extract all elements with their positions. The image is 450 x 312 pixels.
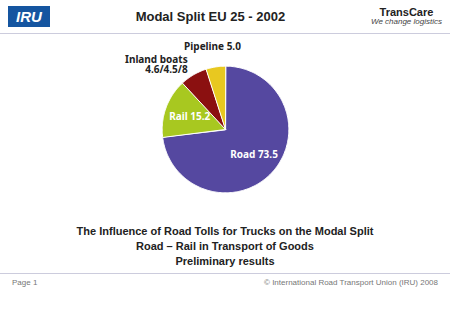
html-text:© International Road Transport: © International Road Transport Union (IR… [264,278,438,287]
html-text:We change logistics: We change logistics [371,17,442,27]
html-text:Page 1: Page 1 [12,278,38,287]
html-text:Preliminary results: Preliminary results [175,255,275,267]
svg-text:Road 73.5: Road 73.5 [230,147,278,161]
html-text:IRU: IRU [16,8,42,25]
html-text:The Influence of Road Tolls fo: The Influence of Road Tolls for Trucks o… [76,225,374,237]
svg-text:Inland boats4.6/4.5/8: Inland boats4.6/4.5/8 [125,52,188,76]
html-text:Road – Rail in Transport of Go: Road – Rail in Transport of Goods [136,240,314,252]
svg-text:Pipeline 5.0: Pipeline 5.0 [184,39,241,53]
html-text:Modal Split EU 25 - 2002: Modal Split EU 25 - 2002 [135,9,286,24]
html-text:TransCare: TransCare [379,6,434,18]
svg-text:Rail 15.2: Rail 15.2 [169,109,210,123]
